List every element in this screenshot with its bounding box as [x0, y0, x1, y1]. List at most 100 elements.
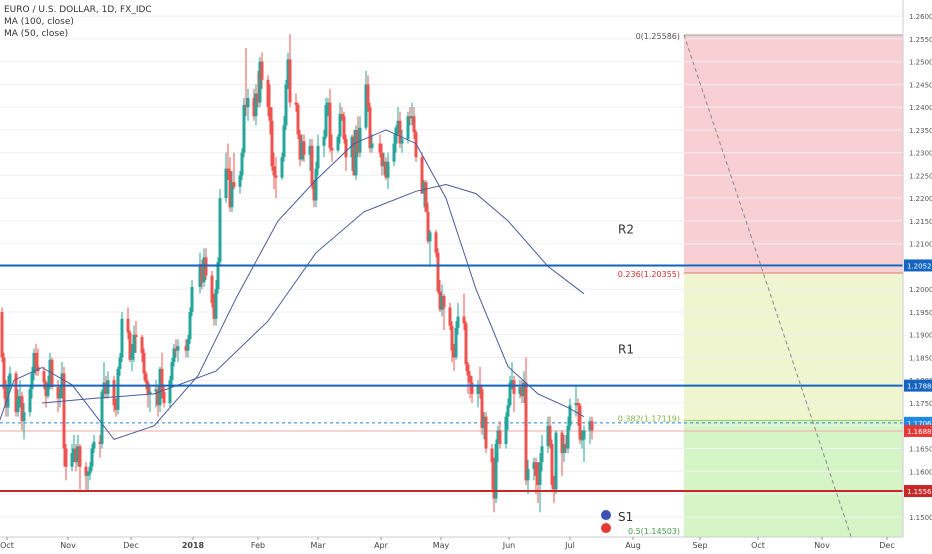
- candle-body: [436, 252, 440, 292]
- chart-legend: EURO / U.S. DOLLAR, 1D, FX_IDC MA (100, …: [4, 4, 152, 40]
- level-label-r1: R1: [618, 343, 634, 357]
- level-price-badge-r1: 1.17882: [907, 383, 932, 391]
- ma50-legend[interactable]: MA (50, close): [4, 29, 69, 39]
- candle-body: [70, 453, 74, 467]
- symbol-title[interactable]: EURO / U.S. DOLLAR, 1D, FX_IDC: [4, 5, 152, 15]
- candle-body: [128, 332, 132, 360]
- candle-body: [550, 443, 554, 485]
- candle-body: [72, 448, 76, 454]
- projection-line: [683, 34, 853, 540]
- candle-body: [218, 198, 222, 262]
- candle-body: [442, 296, 446, 308]
- candle-body: [286, 59, 290, 85]
- candle-body: [74, 448, 78, 463]
- candle-body: [30, 373, 34, 390]
- x-tick-label: May: [433, 541, 450, 550]
- candle-body: [118, 357, 122, 369]
- candle-body: [160, 368, 164, 392]
- candle-body: [326, 102, 330, 105]
- flag-icon[interactable]: [601, 523, 611, 534]
- candle-body: [106, 380, 110, 394]
- candle-body: [358, 127, 362, 153]
- candle-body: [412, 116, 416, 133]
- candle-body: [260, 61, 264, 80]
- candle-body: [504, 416, 508, 444]
- candle-body: [554, 432, 558, 490]
- candle-body: [58, 393, 62, 399]
- candle-body: [198, 264, 202, 287]
- candle-body: [224, 168, 228, 199]
- candle-body: [438, 291, 442, 310]
- candle-body: [308, 145, 312, 155]
- candle-body: [440, 296, 444, 310]
- candle-body: [134, 334, 138, 337]
- candle-body: [210, 275, 214, 303]
- x-tick-label: Oct: [751, 541, 765, 550]
- candle-body: [214, 289, 218, 319]
- candle-body: [496, 430, 500, 444]
- candle-body: [310, 145, 314, 185]
- candle-body: [336, 136, 340, 151]
- level-price-badge-r2-bg: [904, 259, 932, 272]
- x-tick-label: Nov: [60, 541, 76, 550]
- candle-body: [114, 405, 118, 410]
- candle-body: [314, 168, 318, 201]
- candle-body: [534, 462, 538, 476]
- candle-body: [172, 348, 176, 363]
- candle-body: [126, 318, 130, 333]
- candle-body: [316, 145, 320, 169]
- level-label-s1: S1: [618, 510, 633, 524]
- candle-body: [578, 405, 582, 440]
- candle-body: [510, 380, 514, 383]
- candle-body: [0, 311, 4, 358]
- candle-body: [384, 161, 388, 178]
- level-price-badge-s1-bg: [904, 485, 932, 498]
- candle-body: [200, 264, 204, 283]
- candle-body: [176, 346, 180, 351]
- y-tick-label: 1.23000: [909, 150, 932, 158]
- candle-body: [410, 116, 414, 119]
- candle-body: [228, 170, 232, 208]
- candle-body: [378, 143, 382, 153]
- x-tick-label: 2018: [182, 541, 205, 550]
- candle-body: [268, 107, 272, 121]
- candle-body: [352, 136, 356, 176]
- candle-body: [354, 129, 358, 176]
- candle-body: [406, 116, 410, 139]
- candle-body: [16, 398, 20, 413]
- fib-zone-yellow: [684, 273, 903, 421]
- fib-zone-green: [684, 420, 903, 537]
- candle-body: [560, 432, 564, 454]
- candle-body: [566, 425, 570, 449]
- x-tick-label: Feb: [251, 541, 265, 550]
- candle-body: [386, 161, 390, 178]
- candle-body: [88, 466, 92, 474]
- candle-body: [280, 157, 284, 178]
- y-tick-label: 1.23500: [909, 127, 932, 135]
- candle-body: [258, 61, 262, 103]
- candle-body: [8, 373, 12, 385]
- candle-body: [132, 334, 136, 353]
- candle-body: [246, 98, 250, 108]
- candle-body: [186, 339, 190, 351]
- candle-body: [14, 373, 18, 413]
- y-tick-label: 1.21000: [909, 241, 932, 249]
- candle-body: [398, 120, 402, 144]
- price-axis-background: [903, 0, 932, 550]
- candle-body: [520, 387, 524, 397]
- candle-body: [508, 382, 512, 406]
- fib-label-05: 0.5(1.14503): [628, 527, 680, 536]
- ma100-legend[interactable]: MA (100, close): [4, 17, 74, 27]
- candle-body: [242, 104, 246, 153]
- candle-body: [112, 380, 116, 406]
- candle-body: [60, 373, 64, 394]
- y-tick-label: 1.17500: [909, 400, 932, 408]
- author-avatar-icon[interactable]: [601, 510, 611, 521]
- candle-body: [524, 382, 528, 481]
- candle-body: [512, 380, 516, 394]
- bid-price-badge: 1.16886: [907, 428, 932, 436]
- candle-body: [426, 211, 430, 242]
- candle-body: [476, 384, 480, 394]
